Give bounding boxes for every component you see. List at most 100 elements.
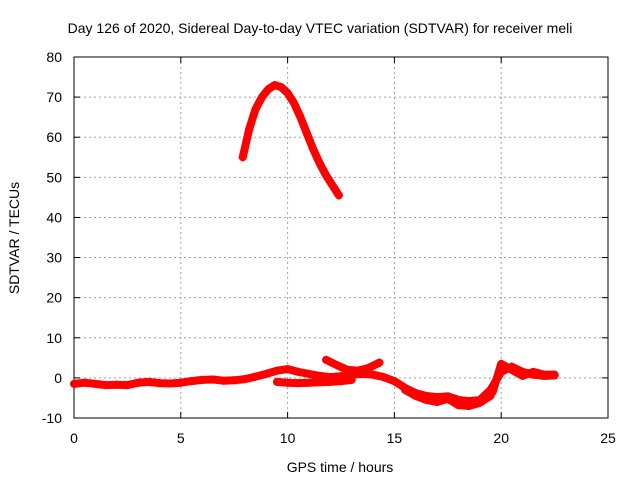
data-point <box>375 358 384 367</box>
data-point <box>315 159 324 168</box>
series-late-branch <box>488 359 559 396</box>
y-tick-label: 40 <box>46 209 62 225</box>
data-point <box>529 367 538 376</box>
data-point <box>401 385 410 394</box>
data-point <box>334 191 343 200</box>
data-point <box>379 373 388 382</box>
data-point <box>270 81 279 90</box>
y-tick-label: 20 <box>46 290 62 306</box>
plot-frame <box>73 56 609 419</box>
data-point <box>155 379 164 388</box>
data-point <box>112 380 121 389</box>
data-point <box>238 153 247 162</box>
data-point <box>198 375 207 384</box>
data-point <box>219 376 228 385</box>
data-point <box>347 375 356 384</box>
data-point <box>328 181 337 190</box>
data-point <box>302 129 311 138</box>
x-tick-label: 15 <box>387 430 403 446</box>
data-point <box>475 398 484 407</box>
data-point <box>102 381 111 390</box>
data-point <box>369 370 378 379</box>
data-point <box>166 379 175 388</box>
data-point <box>465 401 474 410</box>
x-tick-label: 10 <box>280 430 296 446</box>
series-dip-branch <box>401 385 495 410</box>
data-series <box>70 81 559 410</box>
series-mid-branch <box>272 375 356 388</box>
data-point <box>283 365 292 374</box>
data-point <box>550 370 559 379</box>
y-tick-label: 30 <box>46 250 62 266</box>
data-point <box>283 89 292 98</box>
data-point <box>322 355 331 364</box>
series-band <box>238 81 343 200</box>
data-point <box>322 171 331 180</box>
series-upper-branch <box>322 355 384 375</box>
data-point <box>187 377 196 386</box>
data-point <box>304 369 313 378</box>
x-tick-labels: 0 5 10 15 20 25 <box>70 430 616 446</box>
data-point <box>134 378 143 387</box>
data-point <box>309 145 318 154</box>
data-point <box>443 394 452 403</box>
data-point <box>123 381 132 390</box>
data-point <box>364 363 373 372</box>
data-point <box>337 377 345 386</box>
data-point <box>294 367 303 376</box>
data-point <box>507 365 516 374</box>
data-point <box>262 369 271 378</box>
data-point <box>354 366 363 375</box>
data-point <box>283 378 292 387</box>
data-point <box>272 377 281 386</box>
y-tick-label: 70 <box>46 89 62 105</box>
data-point <box>245 125 254 134</box>
x-tick-label: 20 <box>493 430 509 446</box>
data-point <box>230 376 239 385</box>
y-tick-label: 0 <box>54 370 62 386</box>
y-tick-label: 60 <box>46 129 62 145</box>
data-point <box>315 378 324 387</box>
data-point <box>422 395 431 404</box>
x-tick-label: 25 <box>600 430 616 446</box>
data-point <box>277 83 286 92</box>
data-point <box>70 379 78 388</box>
data-point <box>518 371 527 380</box>
data-point <box>251 105 260 114</box>
y-tick-label: -10 <box>42 410 62 426</box>
data-point <box>80 378 89 387</box>
x-tick-label: 5 <box>177 430 185 446</box>
y-tick-label: 80 <box>46 49 62 65</box>
data-point <box>454 401 463 410</box>
data-point <box>497 359 506 368</box>
data-point <box>144 377 153 386</box>
x-tick-label: 0 <box>70 430 78 446</box>
data-point <box>240 375 249 384</box>
data-point <box>433 397 442 406</box>
data-point <box>257 93 266 102</box>
data-point <box>326 377 335 386</box>
data-point <box>332 361 341 370</box>
data-point <box>411 391 420 400</box>
data-point <box>272 366 281 375</box>
data-point <box>304 378 313 387</box>
data-point <box>294 379 303 388</box>
series-high-arc <box>238 81 343 200</box>
data-point <box>539 370 548 379</box>
data-point <box>390 377 399 386</box>
y-tick-labels: -10 0 10 20 30 40 50 60 70 80 <box>42 49 62 426</box>
chart-title: Day 126 of 2020, Sidereal Day-to-day VTE… <box>68 20 573 36</box>
axis-ticks <box>73 56 609 419</box>
data-point <box>251 372 260 381</box>
data-point <box>264 85 273 94</box>
y-axis-label: SDTVAR / TECUs <box>6 182 22 294</box>
data-point <box>343 365 352 374</box>
y-tick-label: 10 <box>46 330 62 346</box>
data-point <box>208 375 217 384</box>
data-point <box>290 99 299 108</box>
y-tick-label: 50 <box>46 169 62 185</box>
data-point <box>296 113 305 122</box>
data-point <box>176 378 185 387</box>
data-point <box>91 379 100 388</box>
